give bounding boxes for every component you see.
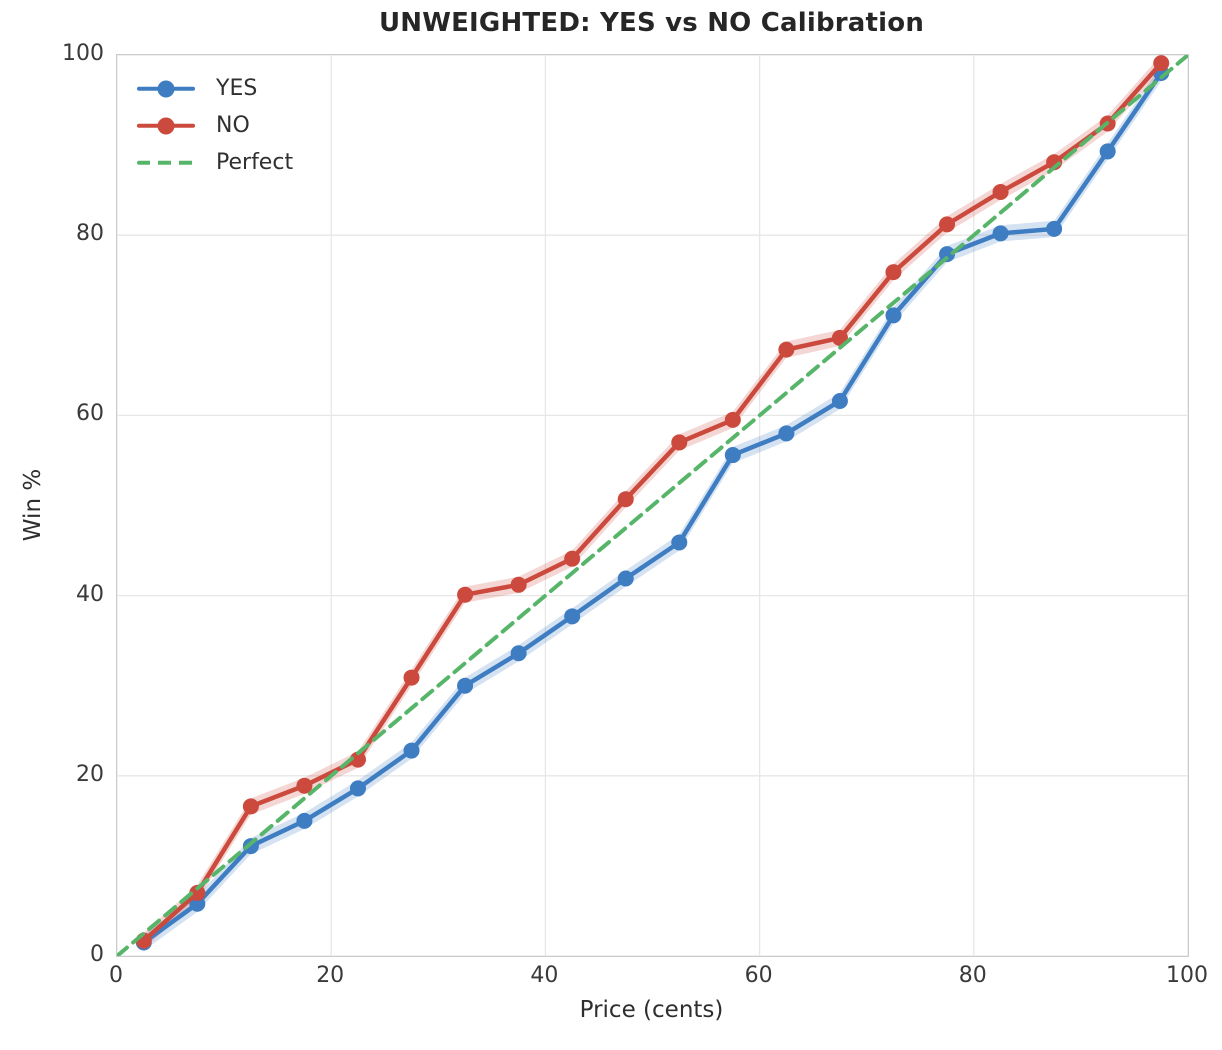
y-tick-label: 0 bbox=[90, 942, 104, 967]
legend-marker-dot bbox=[157, 80, 175, 97]
marker-yes bbox=[296, 812, 313, 829]
legend-label: NO bbox=[216, 113, 250, 138]
x-tick-label: 60 bbox=[744, 963, 773, 988]
x-tick-label: 40 bbox=[530, 963, 559, 988]
legend-marker-dot bbox=[157, 117, 175, 134]
legend-no-line-icon bbox=[137, 117, 195, 135]
y-tick-label: 20 bbox=[76, 761, 104, 787]
legend-label: YES bbox=[216, 76, 258, 101]
legend-line-sample bbox=[137, 160, 195, 165]
y-tick-label: 80 bbox=[76, 221, 104, 247]
line-perfect bbox=[117, 55, 1188, 956]
marker-no bbox=[778, 341, 795, 358]
x-tick-label: 100 bbox=[1166, 963, 1208, 988]
marker-no bbox=[457, 586, 474, 603]
x-tick-label: 20 bbox=[316, 963, 345, 988]
chart-title: UNWEIGHTED: YES vs NO Calibration bbox=[378, 8, 925, 38]
marker-yes bbox=[617, 570, 634, 587]
marker-no bbox=[296, 777, 313, 794]
marker-no bbox=[724, 411, 741, 428]
marker-no bbox=[242, 798, 259, 815]
line-yes bbox=[141, 70, 1164, 945]
marker-yes bbox=[992, 225, 1009, 242]
marker-no bbox=[189, 884, 206, 901]
marker-yes bbox=[1099, 143, 1116, 160]
legend-item-perfect: Perfect bbox=[137, 144, 293, 181]
marker-yes bbox=[778, 425, 795, 442]
legend-item-no: NO bbox=[137, 107, 293, 144]
marker-yes bbox=[457, 677, 474, 694]
plot-area bbox=[117, 55, 1188, 956]
legend-perfect-line-icon bbox=[137, 154, 195, 172]
marker-yes bbox=[885, 307, 902, 324]
marker-yes bbox=[403, 742, 420, 759]
marker-yes bbox=[1046, 220, 1063, 237]
line-no bbox=[141, 60, 1164, 943]
marker-yes bbox=[671, 534, 688, 551]
marker-yes bbox=[510, 645, 527, 662]
marker-no bbox=[349, 751, 366, 768]
y-tick-label: 40 bbox=[76, 581, 104, 607]
y-tick-label: 100 bbox=[62, 41, 104, 66]
marker-no bbox=[564, 550, 581, 567]
plot-frame bbox=[116, 54, 1189, 957]
marker-no bbox=[617, 491, 634, 508]
legend-label: Perfect bbox=[216, 150, 294, 175]
marker-no bbox=[671, 434, 688, 451]
marker-yes bbox=[724, 447, 741, 464]
legend: YES NO Perfect bbox=[137, 70, 293, 181]
marker-no bbox=[885, 264, 902, 281]
legend-item-yes: YES bbox=[137, 70, 293, 107]
marker-no bbox=[510, 576, 527, 593]
x-tick-label: 0 bbox=[109, 963, 123, 988]
marker-no bbox=[1153, 55, 1170, 72]
marker-no bbox=[939, 216, 956, 233]
legend-yes-line-icon bbox=[137, 80, 195, 98]
y-tick-label: 60 bbox=[76, 401, 104, 427]
marker-yes bbox=[564, 608, 581, 625]
marker-no bbox=[403, 669, 420, 686]
marker-yes bbox=[831, 392, 848, 409]
x-tick-label: 80 bbox=[958, 963, 987, 988]
marker-yes bbox=[349, 780, 366, 797]
y-axis-label: Win % bbox=[20, 468, 46, 542]
x-axis-label: Price (cents) bbox=[579, 997, 724, 1023]
marker-yes bbox=[939, 246, 956, 263]
marker-no bbox=[992, 183, 1009, 200]
